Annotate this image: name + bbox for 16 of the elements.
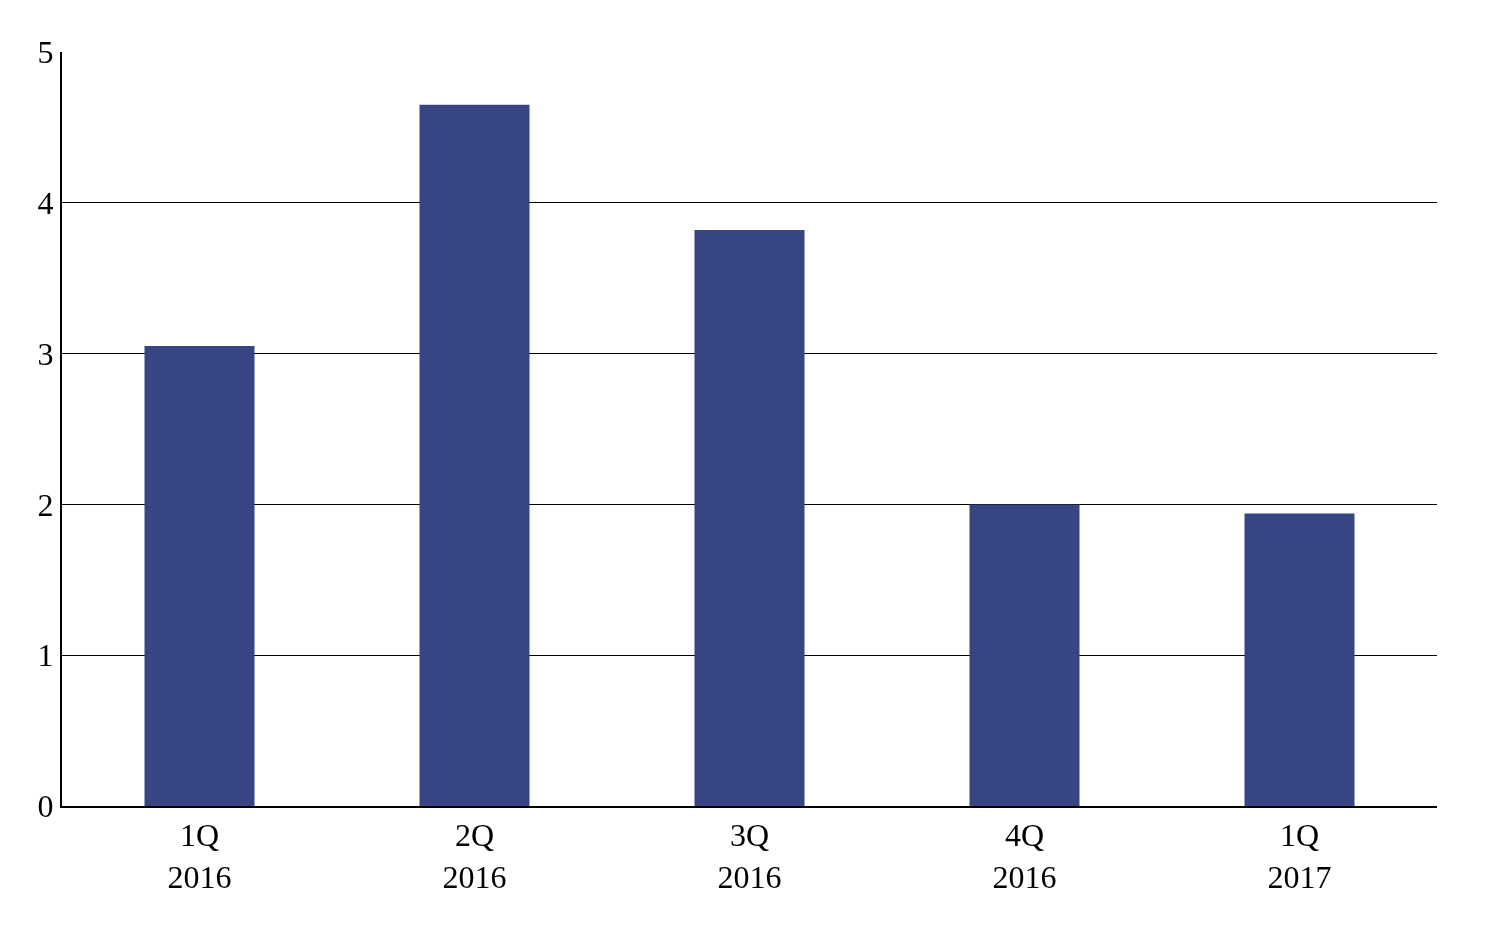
x-tick-label: 3Q 2016 [717, 817, 782, 895]
y-tick-label: 5 [37, 34, 54, 71]
bar [969, 504, 1080, 806]
y-tick-label: 1 [37, 637, 54, 674]
bar [419, 104, 530, 806]
y-tick-label: 0 [37, 788, 54, 825]
bar [1244, 513, 1355, 806]
bar [694, 229, 805, 806]
y-tick-label: 3 [37, 335, 54, 372]
x-tick-label: 1Q 2017 [1267, 817, 1332, 895]
x-tick-label: 2Q 2016 [442, 817, 507, 895]
x-tick-label: 1Q 2016 [167, 817, 232, 895]
bar [144, 346, 255, 806]
y-tick-label: 4 [37, 185, 54, 221]
y-tick-label: 2 [37, 486, 54, 523]
x-tick-label: 4Q 2016 [992, 817, 1057, 895]
